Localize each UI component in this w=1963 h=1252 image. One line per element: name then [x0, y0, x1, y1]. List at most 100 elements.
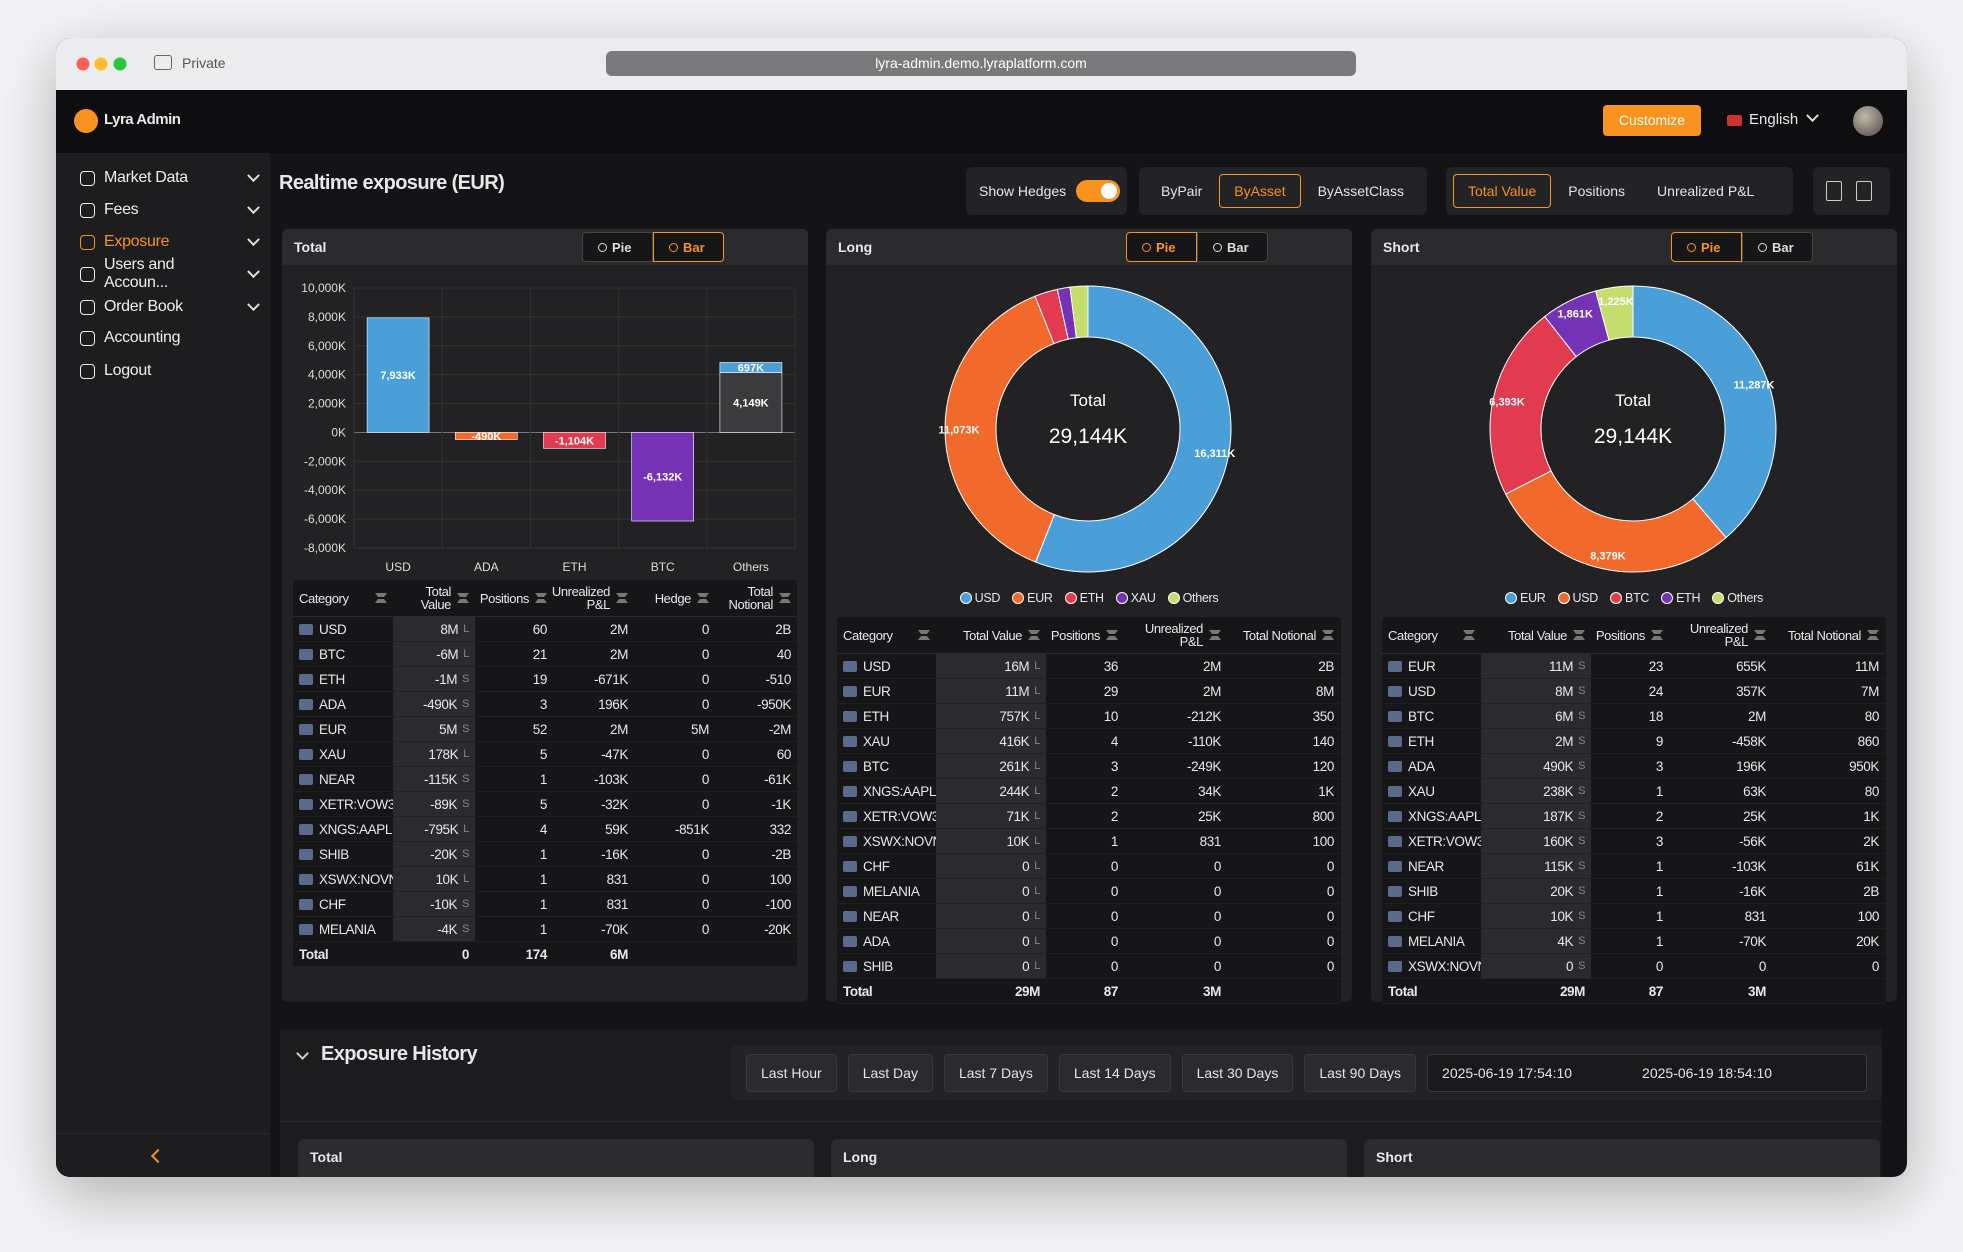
cell: 61K [1772, 854, 1885, 879]
column-header[interactable]: Total Notional [715, 580, 797, 617]
value: 416K [999, 733, 1030, 749]
legend-item[interactable]: Others [1712, 591, 1763, 605]
panel-title: Short [1383, 239, 1420, 255]
group-button[interactable]: ByAsset [1219, 174, 1301, 208]
cell: 0 [634, 692, 715, 717]
category: BTC [1408, 708, 1434, 724]
nav-item[interactable]: Exposure [80, 228, 260, 256]
group-button[interactable]: ByPair [1161, 183, 1203, 199]
nav-label: Users and Accoun... [104, 256, 175, 291]
column-header[interactable]: Unrealized P&L [1124, 617, 1227, 654]
column-header[interactable]: Category [293, 580, 393, 617]
window-controls[interactable] [73, 54, 133, 74]
column-header[interactable]: Positions [1046, 617, 1124, 654]
legend-item[interactable]: XAU [1115, 591, 1156, 605]
column-title: Total Value [1508, 627, 1567, 643]
column-header[interactable]: Category [837, 617, 936, 654]
group-button[interactable]: ByAssetClass [1317, 183, 1404, 199]
cell: 0 [634, 917, 715, 942]
total-cell [1772, 979, 1885, 1004]
range-button[interactable]: Last 7 Days [943, 1053, 1048, 1092]
sort-icon [457, 593, 469, 603]
column-header[interactable]: Total Notional [1227, 617, 1340, 654]
legend-item[interactable]: USD [1557, 591, 1598, 605]
column-header[interactable]: Hedge [634, 580, 715, 617]
nav-item[interactable]: Order Book [80, 293, 260, 321]
history-toggle[interactable] [296, 1047, 309, 1060]
pie-slice [1069, 285, 1089, 339]
column-header[interactable]: Total Notional [1772, 617, 1885, 654]
category: XNGS:AAPL [863, 783, 936, 799]
export-csv[interactable] [1856, 181, 1872, 201]
url-bar[interactable]: lyra-admin.demo.lyraplatform.com [606, 51, 1356, 76]
category: BTC [863, 758, 889, 774]
column-header[interactable]: Unrealized P&L [1669, 617, 1772, 654]
history-panel-title: Total [310, 1149, 343, 1165]
metric-button[interactable]: Total Value [1453, 174, 1552, 208]
metric-button[interactable]: Positions [1568, 183, 1626, 199]
customize-button[interactable]: Customize [1603, 105, 1701, 136]
legend-item[interactable]: ETH [1064, 591, 1104, 605]
side: S [1578, 960, 1585, 972]
range-button[interactable]: Last Day [847, 1053, 933, 1092]
value-cell: 10K L [936, 829, 1046, 854]
cell: -100 [715, 892, 797, 917]
legend-item[interactable]: EUR [1505, 591, 1546, 605]
total-cell: 29M [936, 979, 1046, 1004]
view-toggle[interactable]: Pie [582, 232, 653, 262]
column-header[interactable]: Total Value [393, 580, 475, 617]
range-button[interactable]: Last Hour [746, 1053, 837, 1092]
show-hedges-label: Show Hedges [979, 183, 1067, 199]
category: USD [863, 658, 891, 674]
value: 8M [440, 621, 459, 637]
hedge-switch[interactable] [1076, 180, 1120, 202]
view-toggle[interactable]: Bar [653, 232, 724, 262]
column-header[interactable]: Total Value [936, 617, 1046, 654]
nav-icon [80, 234, 95, 250]
legend-item[interactable]: BTC [1610, 591, 1649, 605]
side: S [462, 798, 469, 810]
language[interactable]: English [1749, 111, 1799, 128]
nav-item[interactable]: Users and Accoun... [80, 256, 260, 291]
legend-item[interactable]: EUR [1012, 591, 1053, 605]
date-range[interactable]: 2025-06-19 17:54:10 2025-06-19 18:54:10 [1427, 1053, 1867, 1092]
range-button[interactable]: Last 14 Days [1058, 1053, 1171, 1092]
asset-icon [1388, 910, 1402, 922]
cell: 0 [1227, 929, 1340, 954]
view-toggle[interactable]: Pie [1126, 232, 1197, 262]
app-name: Lyra Admin [104, 111, 181, 128]
nav-label: Fees [104, 201, 139, 218]
range-button[interactable]: Last 90 Days [1304, 1053, 1417, 1092]
cell: 1 [1591, 929, 1669, 954]
cell: 0 [1124, 954, 1227, 979]
column-header[interactable]: Positions [475, 580, 553, 617]
view-toggle[interactable]: Bar [1742, 232, 1813, 262]
nav-item[interactable]: Logout [80, 357, 258, 385]
avatar[interactable] [1853, 106, 1883, 136]
cell: 0 [634, 842, 715, 867]
metric-button[interactable]: Unrealized P&L [1657, 183, 1755, 199]
cell: 1 [475, 867, 553, 892]
logo [74, 109, 98, 133]
legend-item[interactable]: ETH [1661, 591, 1701, 605]
collapse-button[interactable] [150, 1148, 166, 1164]
cell: -56K [1669, 829, 1772, 854]
side: L [463, 623, 469, 635]
view-toggle[interactable]: Pie [1671, 232, 1742, 262]
column-header[interactable]: Unrealized P&L [552, 580, 634, 617]
nav-item[interactable]: Accounting [80, 324, 258, 352]
legend-item[interactable]: USD [959, 591, 1000, 605]
column-header[interactable]: Positions [1591, 617, 1669, 654]
view-toggle[interactable]: Bar [1197, 232, 1268, 262]
nav-item[interactable]: Market Data [80, 164, 260, 192]
legend-item[interactable]: Others [1167, 591, 1219, 605]
column-header[interactable]: Total Value [1481, 617, 1591, 654]
column-header[interactable]: Category [1382, 617, 1481, 654]
range-button[interactable]: Last 30 Days [1181, 1053, 1294, 1092]
nav-item[interactable]: Fees [80, 196, 260, 224]
export-pdf[interactable] [1826, 181, 1842, 201]
sidebar-icon[interactable] [154, 55, 172, 70]
value: -20K [430, 846, 458, 862]
cell: 0 [634, 792, 715, 817]
side: S [462, 698, 469, 710]
